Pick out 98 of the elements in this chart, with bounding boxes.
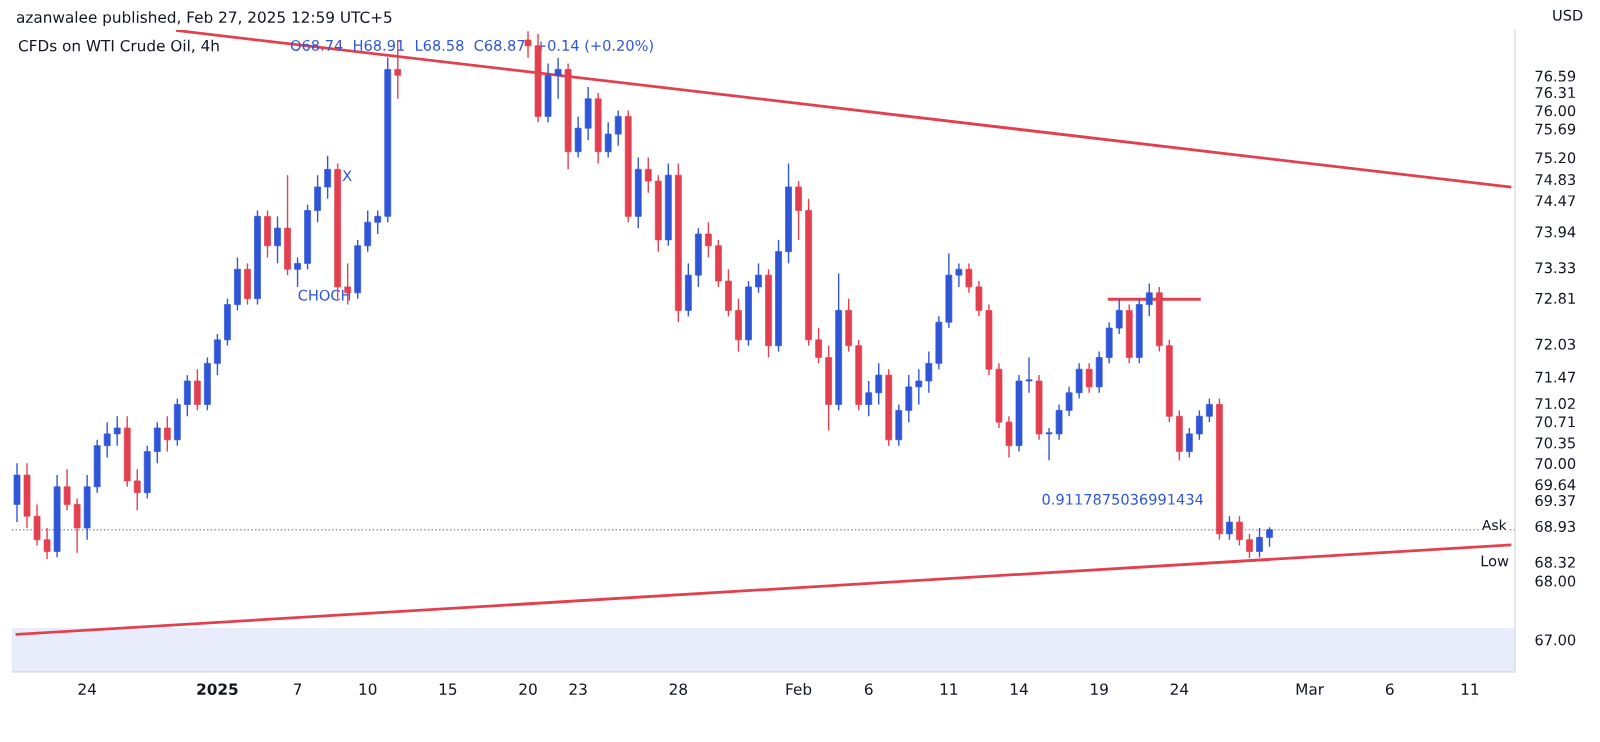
candlestick bbox=[554, 56, 562, 100]
candlestick bbox=[815, 327, 822, 365]
candlestick bbox=[73, 497, 81, 554]
candlestick bbox=[1065, 386, 1073, 417]
candlestick bbox=[1045, 427, 1053, 462]
candlestick bbox=[1185, 427, 1193, 459]
candlestick bbox=[1256, 527, 1263, 559]
candlestick bbox=[163, 415, 171, 453]
y-tick-label: 74.83 bbox=[1535, 174, 1576, 186]
candlestick bbox=[905, 374, 913, 423]
candlestick bbox=[755, 262, 762, 294]
candlestick bbox=[795, 180, 802, 241]
candlestick bbox=[364, 209, 372, 253]
y-axis-title: USD bbox=[1553, 9, 1583, 21]
annotation: 0.9117875036991434 bbox=[1042, 493, 1204, 505]
candlestick bbox=[614, 109, 622, 147]
x-tick-label: 11 bbox=[940, 683, 958, 695]
x-tick-label: 2025 bbox=[197, 683, 238, 695]
candlestick bbox=[1085, 362, 1093, 394]
candlestick bbox=[865, 380, 873, 417]
candlestick bbox=[194, 368, 201, 412]
y-tick-label: 69.64 bbox=[1535, 479, 1576, 491]
candlestick bbox=[374, 209, 382, 235]
candlestick bbox=[1075, 362, 1083, 400]
y-tick-label: 75.20 bbox=[1535, 152, 1576, 164]
candlestick bbox=[574, 115, 582, 159]
x-tick-label: 20 bbox=[519, 683, 537, 695]
x-tick-label: 23 bbox=[569, 683, 587, 695]
candlestick bbox=[183, 374, 191, 417]
y-tick-label: 73.94 bbox=[1535, 226, 1576, 238]
y-tick-label: 76.59 bbox=[1535, 70, 1576, 82]
candlestick bbox=[314, 174, 321, 223]
y-tick-label: 71.02 bbox=[1535, 398, 1575, 410]
y-tick-label: 68.00 bbox=[1535, 575, 1576, 587]
candlestick bbox=[1005, 415, 1013, 459]
x-tick-label: 24 bbox=[1170, 683, 1189, 695]
y-tick-label: 68.93 bbox=[1535, 520, 1576, 532]
candlestick bbox=[1145, 282, 1153, 318]
y-tick-label: 71.47 bbox=[1535, 371, 1575, 383]
candlestick bbox=[1226, 515, 1233, 541]
y-tick-label: 75.69 bbox=[1535, 123, 1576, 135]
candlestick bbox=[644, 156, 652, 194]
candlestick bbox=[1266, 526, 1273, 548]
candlestick bbox=[274, 215, 281, 265]
x-tick-label: 28 bbox=[669, 683, 687, 695]
candlestick bbox=[955, 262, 963, 288]
y-tick-label: 72.81 bbox=[1535, 292, 1575, 304]
candlestick bbox=[705, 221, 712, 259]
candlestick bbox=[1115, 297, 1123, 335]
candlestick bbox=[294, 256, 301, 288]
annotation: Ask bbox=[1482, 519, 1507, 531]
y-tick-label: 70.00 bbox=[1535, 458, 1576, 470]
candlestick bbox=[153, 421, 161, 464]
x-tick-label: 15 bbox=[439, 683, 457, 695]
candlestick bbox=[113, 415, 121, 447]
y-tick-label: 70.71 bbox=[1535, 416, 1575, 428]
candlestick bbox=[975, 280, 983, 318]
candlestick bbox=[1025, 356, 1033, 394]
candlestick bbox=[965, 262, 973, 294]
candlestick bbox=[103, 421, 111, 459]
candlestick bbox=[1196, 409, 1203, 441]
y-tick-label: 73.33 bbox=[1535, 262, 1576, 274]
y-tick-label: 69.37 bbox=[1535, 495, 1575, 507]
x-tick-label: 7 bbox=[293, 683, 302, 695]
x-tick-label: 10 bbox=[359, 683, 377, 695]
y-tick-label: 68.32 bbox=[1535, 556, 1575, 568]
candlestick bbox=[133, 468, 141, 512]
x-tick-label: 6 bbox=[1385, 683, 1394, 695]
x-tick-label: 19 bbox=[1091, 683, 1108, 695]
x-tick-label: Mar bbox=[1296, 683, 1324, 695]
annotation: X bbox=[342, 170, 352, 182]
candlestick bbox=[1206, 397, 1213, 423]
x-tick-label: 11 bbox=[1461, 683, 1479, 695]
y-tick-label: 74.47 bbox=[1535, 195, 1575, 207]
annotation: Low bbox=[1481, 555, 1509, 567]
candlestick bbox=[925, 350, 933, 394]
candlestick bbox=[324, 155, 331, 200]
candlestick bbox=[43, 527, 51, 560]
candlestick bbox=[33, 503, 41, 547]
candlestick bbox=[524, 30, 532, 59]
candlestick bbox=[604, 121, 612, 159]
text: CFDs on WTI Crude Oil, 4h bbox=[18, 39, 219, 54]
x-tick-label: 14 bbox=[1010, 683, 1028, 695]
candlestick bbox=[214, 333, 221, 376]
y-tick-label: 76.00 bbox=[1535, 105, 1576, 117]
candlestick bbox=[1055, 403, 1063, 441]
chart-subtitle: azanwalee published, Feb 27, 2025 12:59 UTC+5 bbox=[16, 11, 392, 26]
x-tick-label: Feb bbox=[786, 683, 812, 695]
y-tick-label: 72.03 bbox=[1535, 338, 1576, 350]
candlestick bbox=[915, 368, 923, 406]
candlestick bbox=[1236, 515, 1243, 547]
y-tick-label: 67.00 bbox=[1535, 634, 1576, 646]
y-tick-label: 70.35 bbox=[1535, 437, 1575, 449]
x-tick-label: 6 bbox=[864, 683, 873, 695]
y-tick-label: 76.31 bbox=[1535, 87, 1575, 99]
candlestick bbox=[875, 362, 883, 406]
x-tick-label: 24 bbox=[78, 683, 97, 695]
candlestick bbox=[63, 468, 71, 512]
